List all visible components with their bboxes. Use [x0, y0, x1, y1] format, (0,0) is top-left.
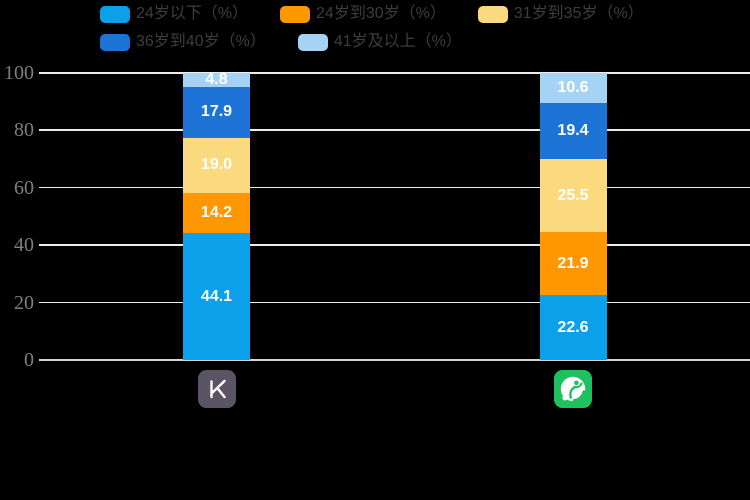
bar-segment-keep-app-series-1: 14.2 [183, 192, 250, 234]
chart-legend: 24岁以下（%） 24岁到30岁（%） 31岁到35岁（%） 36岁到40岁（%） 41… [0, 0, 750, 62]
bar-segment-keep-app-series-4: 4.8 [183, 70, 250, 88]
codoon-logo [554, 370, 592, 408]
legend-item-4[interactable]: 41岁及以上（%） [297, 33, 462, 51]
codoon-swoosh [572, 390, 586, 402]
gridline-40 [39, 244, 750, 246]
bar-value-label: 19.4 [557, 122, 589, 140]
bar-value-label: 17.9 [200, 103, 233, 121]
bar-segment-codoon-app-series-1: 21.9 [539, 232, 607, 296]
keep-app-icon[interactable] [198, 370, 236, 408]
gridline-60 [39, 186, 750, 189]
bar-segment-keep-app-series-3: 17.9 [183, 86, 250, 139]
bar-value-label: 21.9 [557, 254, 589, 272]
bar-segment-keep-app-series-2: 19.0 [183, 138, 250, 193]
legend-swatch [280, 5, 311, 23]
legend-row-1: 24岁以下（%） 24岁到30岁（%） 31岁到35岁（%） [100, 5, 644, 23]
legend-item-label: 31岁到35岁（%） [513, 5, 644, 22]
codoon-app-icon[interactable] [554, 370, 592, 408]
y-axis-tick-label-40: 40 [14, 234, 34, 257]
keep-logo [198, 370, 236, 408]
bar-value-label: 4.8 [205, 70, 228, 88]
gridline-20 [39, 301, 750, 304]
bar-value-label: 19.0 [200, 156, 233, 174]
legend-item-label: 24岁以下（%） [136, 5, 249, 22]
x-axis-line [39, 359, 750, 361]
legend-item-1[interactable]: 24岁到30岁（%） [280, 5, 446, 23]
codoon-figure-head [574, 380, 579, 386]
bar-segment-codoon-app-series-4: 10.6 [539, 73, 607, 104]
keep-k-glyph [210, 379, 226, 399]
legend-item-label: 24岁到30岁（%） [316, 5, 446, 22]
legend-row-2: 36岁到40岁（%） 41岁及以上（%） [100, 33, 462, 51]
bar-segment-codoon-app-series-2: 25.5 [539, 159, 607, 233]
codoon-figure-arm [573, 382, 583, 389]
codoon-bubble-tail [562, 394, 568, 401]
gridline-100 [39, 72, 750, 74]
legend-item-2[interactable]: 31岁到35岁（%） [477, 5, 644, 23]
y-axis-tick-label-80: 80 [14, 119, 34, 142]
gridline-80 [39, 129, 750, 131]
legend-item-0[interactable]: 24岁以下（%） [100, 5, 248, 23]
legend-swatch [100, 33, 130, 51]
bar-value-label: 25.5 [557, 186, 589, 204]
legend-item-3[interactable]: 36岁到40岁（%） [100, 33, 266, 51]
y-axis-tick-label-20: 20 [14, 291, 34, 314]
bar-value-label: 10.6 [557, 79, 589, 97]
bar-segment-codoon-app-series-0: 22.6 [539, 295, 607, 360]
legend-swatch [100, 5, 130, 23]
y-axis-tick-label-60: 60 [14, 176, 34, 199]
legend-swatch [477, 5, 508, 23]
y-axis-tick-label-100: 100 [4, 62, 34, 84]
y-axis-tick-label-0: 0 [24, 349, 34, 371]
legend-item-label: 36岁到40岁（%） [136, 33, 266, 50]
bar-segment-keep-app-series-0: 44.1 [183, 233, 250, 360]
bar-value-label: 14.2 [200, 204, 233, 222]
legend-item-label: 41岁及以上（%） [333, 33, 462, 50]
bar-value-label: 44.1 [200, 287, 233, 305]
legend-swatch [297, 33, 328, 51]
bar-segment-codoon-app-series-3: 19.4 [539, 103, 607, 160]
bar-value-label: 22.6 [557, 318, 589, 336]
